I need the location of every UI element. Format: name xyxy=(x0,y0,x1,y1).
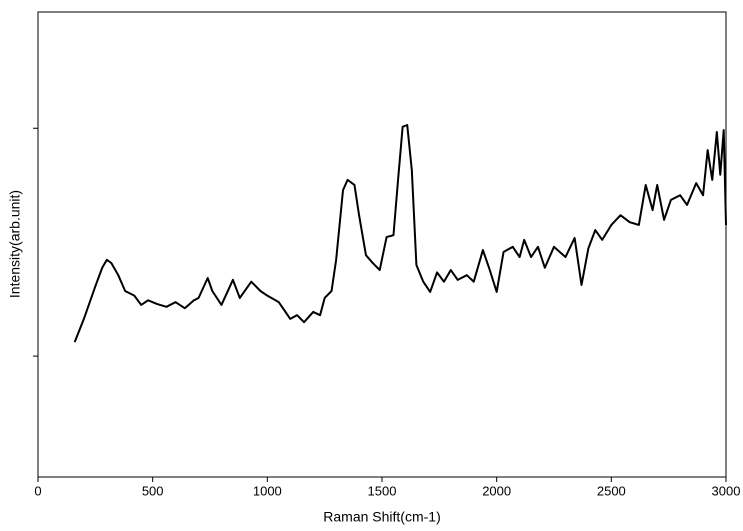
x-tick-label: 2000 xyxy=(482,483,511,498)
spectrum-line xyxy=(73,124,727,343)
x-axis-title: Raman Shift(cm-1) xyxy=(323,509,440,525)
x-tick-label: 0 xyxy=(34,483,41,498)
plot-frame xyxy=(37,11,727,478)
x-tick-label: 3000 xyxy=(712,483,741,498)
x-tick-label: 1500 xyxy=(368,483,397,498)
x-tick-label: 500 xyxy=(142,483,164,498)
y-axis-title: Intensity(arb.unit) xyxy=(7,190,23,298)
x-tick-label: 2500 xyxy=(597,483,626,498)
x-tick-label: 1000 xyxy=(253,483,282,498)
